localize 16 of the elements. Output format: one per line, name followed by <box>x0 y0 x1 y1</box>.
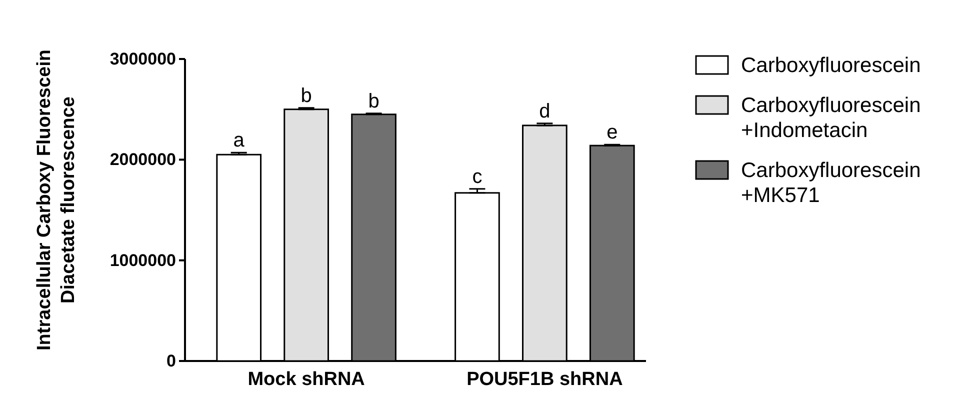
y-tick-label: 0 <box>166 351 176 370</box>
annotation: d <box>539 100 550 122</box>
annotation: b <box>368 90 380 112</box>
annotation: b <box>300 84 312 107</box>
x-tick-label: POU5F1B shRNA <box>466 368 624 390</box>
annotation: a <box>233 130 246 152</box>
legend-label: Carboxyfluorescein +Indometacin <box>741 94 921 142</box>
y-tick-label: 2000000 <box>110 150 176 170</box>
x-tick-label: Mock shRNA <box>248 368 366 390</box>
legend-label: Carboxyfluorescein <box>741 54 921 77</box>
y-axis-title: Intracellular Carboxy Fluorescein Diacetate fluorescence <box>34 50 79 350</box>
annotation: c <box>472 166 482 188</box>
y-tick-label: 3000000 <box>110 49 176 68</box>
legend-label: Carboxyfluorescein +MK571 <box>741 159 921 208</box>
annotation: e <box>606 122 618 144</box>
y-tick-label: 1000000 <box>110 250 176 270</box>
